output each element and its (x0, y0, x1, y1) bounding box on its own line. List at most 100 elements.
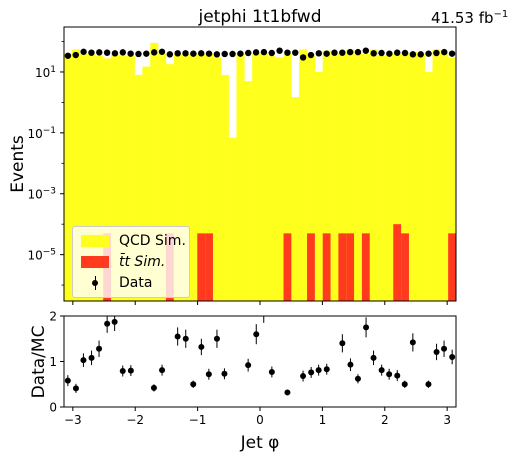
ratio-y-tick-label: 2 (49, 310, 57, 324)
x-tick-label: −3 (64, 413, 82, 427)
ratio-point (120, 368, 126, 374)
data-point (206, 50, 212, 56)
qcd-bar (189, 54, 197, 301)
data-point (253, 49, 259, 55)
ratio-y-axis-label: Data/MC (29, 326, 49, 399)
ttbar-bar (307, 233, 315, 301)
data-point (269, 50, 275, 56)
data-point (410, 51, 416, 57)
data-point (292, 49, 298, 55)
ratio-point (198, 344, 204, 350)
ratio-point (80, 357, 86, 363)
legend-swatch-ttbar (81, 256, 109, 268)
data-point (198, 50, 204, 56)
data-point (190, 50, 196, 56)
data-point (347, 49, 353, 55)
qcd-bar (244, 81, 252, 301)
ratio-point (386, 371, 392, 377)
legend-item-data: Data (81, 275, 152, 291)
data-point (167, 51, 173, 57)
ttbar-bar (284, 233, 292, 301)
ratio-point (183, 336, 189, 342)
ttbar-bar (401, 233, 409, 301)
data-point (222, 51, 228, 57)
y-tick-exponent: −1 (43, 126, 56, 136)
x-axis-label: Jet φ (240, 433, 280, 453)
ratio-point (73, 385, 79, 391)
data-point (65, 53, 71, 59)
ttbar-bar (362, 233, 370, 301)
qcd-bar (417, 54, 425, 301)
qcd-bar (331, 54, 339, 301)
ratio-point (410, 339, 416, 345)
ttbar-bar (205, 233, 213, 301)
y-tick-label: 101 (35, 65, 56, 80)
x-tick-label: 0 (256, 413, 264, 427)
ratio-y-axis-ticks: 0 1 2 (49, 310, 64, 415)
ratio-points (65, 316, 455, 395)
ratio-point (379, 367, 385, 373)
y-tick-base: 10 (27, 188, 42, 202)
y-tick-base: 10 (27, 127, 42, 141)
qcd-bar (276, 57, 284, 301)
data-point (276, 47, 282, 53)
y-tick-label: 10−1 (27, 126, 56, 141)
ratio-point (316, 367, 322, 373)
data-point (159, 49, 165, 55)
data-point (88, 49, 94, 55)
data-point (441, 49, 447, 55)
ratio-point (253, 331, 259, 337)
data-point (316, 50, 322, 56)
qcd-bar (440, 54, 448, 301)
qcd-bar (425, 72, 433, 301)
y-tick-exponent: −3 (43, 187, 56, 197)
luminosity-exponent: −1 (494, 9, 509, 20)
ratio-point (347, 362, 353, 368)
data-point (135, 51, 141, 57)
data-point (151, 49, 157, 55)
ratio-point (112, 319, 118, 325)
qcd-bar (385, 54, 393, 301)
ratio-point (151, 385, 157, 391)
data-point (112, 50, 118, 56)
ratio-point (245, 362, 251, 368)
y-tick-base: 10 (27, 249, 42, 263)
x-tick-label: −2 (126, 413, 144, 427)
y-tick-exponent: 1 (50, 65, 56, 75)
ratio-point (339, 340, 345, 346)
qcd-bar (260, 54, 268, 301)
x-tick-label: 1 (319, 413, 327, 427)
data-point (331, 49, 337, 55)
data-point (394, 49, 400, 55)
luminosity-label: 41.53 fb−1 (431, 9, 508, 27)
data-point (370, 50, 376, 56)
ttbar-bar (346, 233, 354, 301)
qcd-bar (236, 54, 244, 301)
data-point (96, 49, 102, 55)
x-tick-label: 2 (381, 413, 389, 427)
qcd-bar (229, 138, 237, 301)
x-tick-label: 3 (443, 413, 451, 427)
data-point (402, 50, 408, 56)
qcd-bar (252, 54, 260, 301)
ratio-plot-frame (64, 316, 456, 407)
data-point (174, 50, 180, 56)
data-point (261, 49, 267, 55)
y-tick-label: 10−3 (27, 187, 56, 202)
ratio-point (159, 367, 165, 373)
qcd-bar (378, 55, 386, 301)
data-point (214, 51, 220, 57)
ratio-point (89, 355, 95, 361)
data-point (425, 50, 431, 56)
qcd-bar (354, 54, 362, 301)
ttbar-bar (323, 233, 331, 301)
data-point (284, 49, 290, 55)
x-tick-label: −1 (189, 413, 207, 427)
data-point (182, 50, 188, 56)
data-point (73, 52, 79, 58)
qcd-bar (299, 49, 307, 301)
data-point (104, 49, 110, 55)
luminosity-value: 41.53 fb (431, 9, 494, 27)
ratio-y-tick-label: 1 (49, 355, 57, 369)
ratio-plot: 012 −3 −2 −1 0 1 2 3 Data/MC Jet φ (29, 310, 456, 454)
